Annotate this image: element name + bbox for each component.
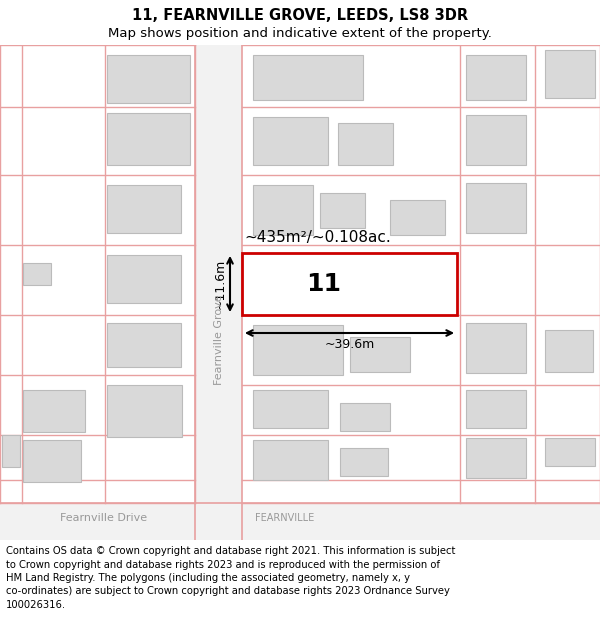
Bar bbox=[23, 263, 51, 285]
Text: ~11.6m: ~11.6m bbox=[214, 259, 227, 309]
Bar bbox=[466, 438, 526, 478]
Bar bbox=[107, 185, 181, 233]
Bar bbox=[107, 323, 181, 367]
Bar bbox=[107, 55, 190, 103]
Bar bbox=[350, 337, 410, 372]
Bar bbox=[107, 255, 181, 303]
Bar bbox=[2, 435, 20, 467]
Bar bbox=[340, 403, 390, 431]
Text: Fearnville Grove: Fearnville Grove bbox=[214, 294, 223, 385]
Bar bbox=[545, 330, 593, 372]
Text: ~435m²/~0.108ac.: ~435m²/~0.108ac. bbox=[244, 230, 391, 245]
Bar bbox=[320, 193, 365, 228]
Bar bbox=[545, 438, 595, 466]
Bar bbox=[466, 183, 526, 233]
Text: Contains OS data © Crown copyright and database right 2021. This information is : Contains OS data © Crown copyright and d… bbox=[6, 546, 455, 556]
Text: FEARNVILLE: FEARNVILLE bbox=[255, 513, 314, 523]
Bar bbox=[195, 45, 242, 540]
Bar bbox=[466, 390, 526, 428]
Bar bbox=[466, 115, 526, 165]
Text: to Crown copyright and database rights 2023 and is reproduced with the permissio: to Crown copyright and database rights 2… bbox=[6, 559, 440, 569]
Text: Map shows position and indicative extent of the property.: Map shows position and indicative extent… bbox=[108, 27, 492, 40]
Bar bbox=[253, 325, 343, 375]
Bar bbox=[0, 503, 600, 540]
Bar bbox=[466, 323, 526, 373]
Bar bbox=[253, 117, 328, 165]
Text: Fearnville Drive: Fearnville Drive bbox=[60, 513, 147, 523]
Bar bbox=[466, 55, 526, 100]
Bar bbox=[242, 253, 457, 315]
Text: 100026316.: 100026316. bbox=[6, 600, 66, 610]
Bar bbox=[340, 448, 388, 476]
Bar bbox=[545, 50, 595, 98]
Bar bbox=[338, 123, 393, 165]
Text: co-ordinates) are subject to Crown copyright and database rights 2023 Ordnance S: co-ordinates) are subject to Crown copyr… bbox=[6, 586, 450, 596]
Text: 11, FEARNVILLE GROVE, LEEDS, LS8 3DR: 11, FEARNVILLE GROVE, LEEDS, LS8 3DR bbox=[132, 8, 468, 23]
Bar bbox=[253, 185, 313, 235]
Bar bbox=[107, 113, 190, 165]
Bar bbox=[253, 55, 363, 100]
Bar bbox=[107, 385, 182, 437]
Bar bbox=[253, 390, 328, 428]
Bar bbox=[390, 200, 445, 235]
Text: 11: 11 bbox=[306, 272, 341, 296]
Bar bbox=[253, 440, 328, 480]
Bar bbox=[23, 440, 81, 482]
Bar bbox=[23, 390, 85, 432]
Text: ~39.6m: ~39.6m bbox=[325, 338, 374, 351]
Text: HM Land Registry. The polygons (including the associated geometry, namely x, y: HM Land Registry. The polygons (includin… bbox=[6, 573, 410, 583]
